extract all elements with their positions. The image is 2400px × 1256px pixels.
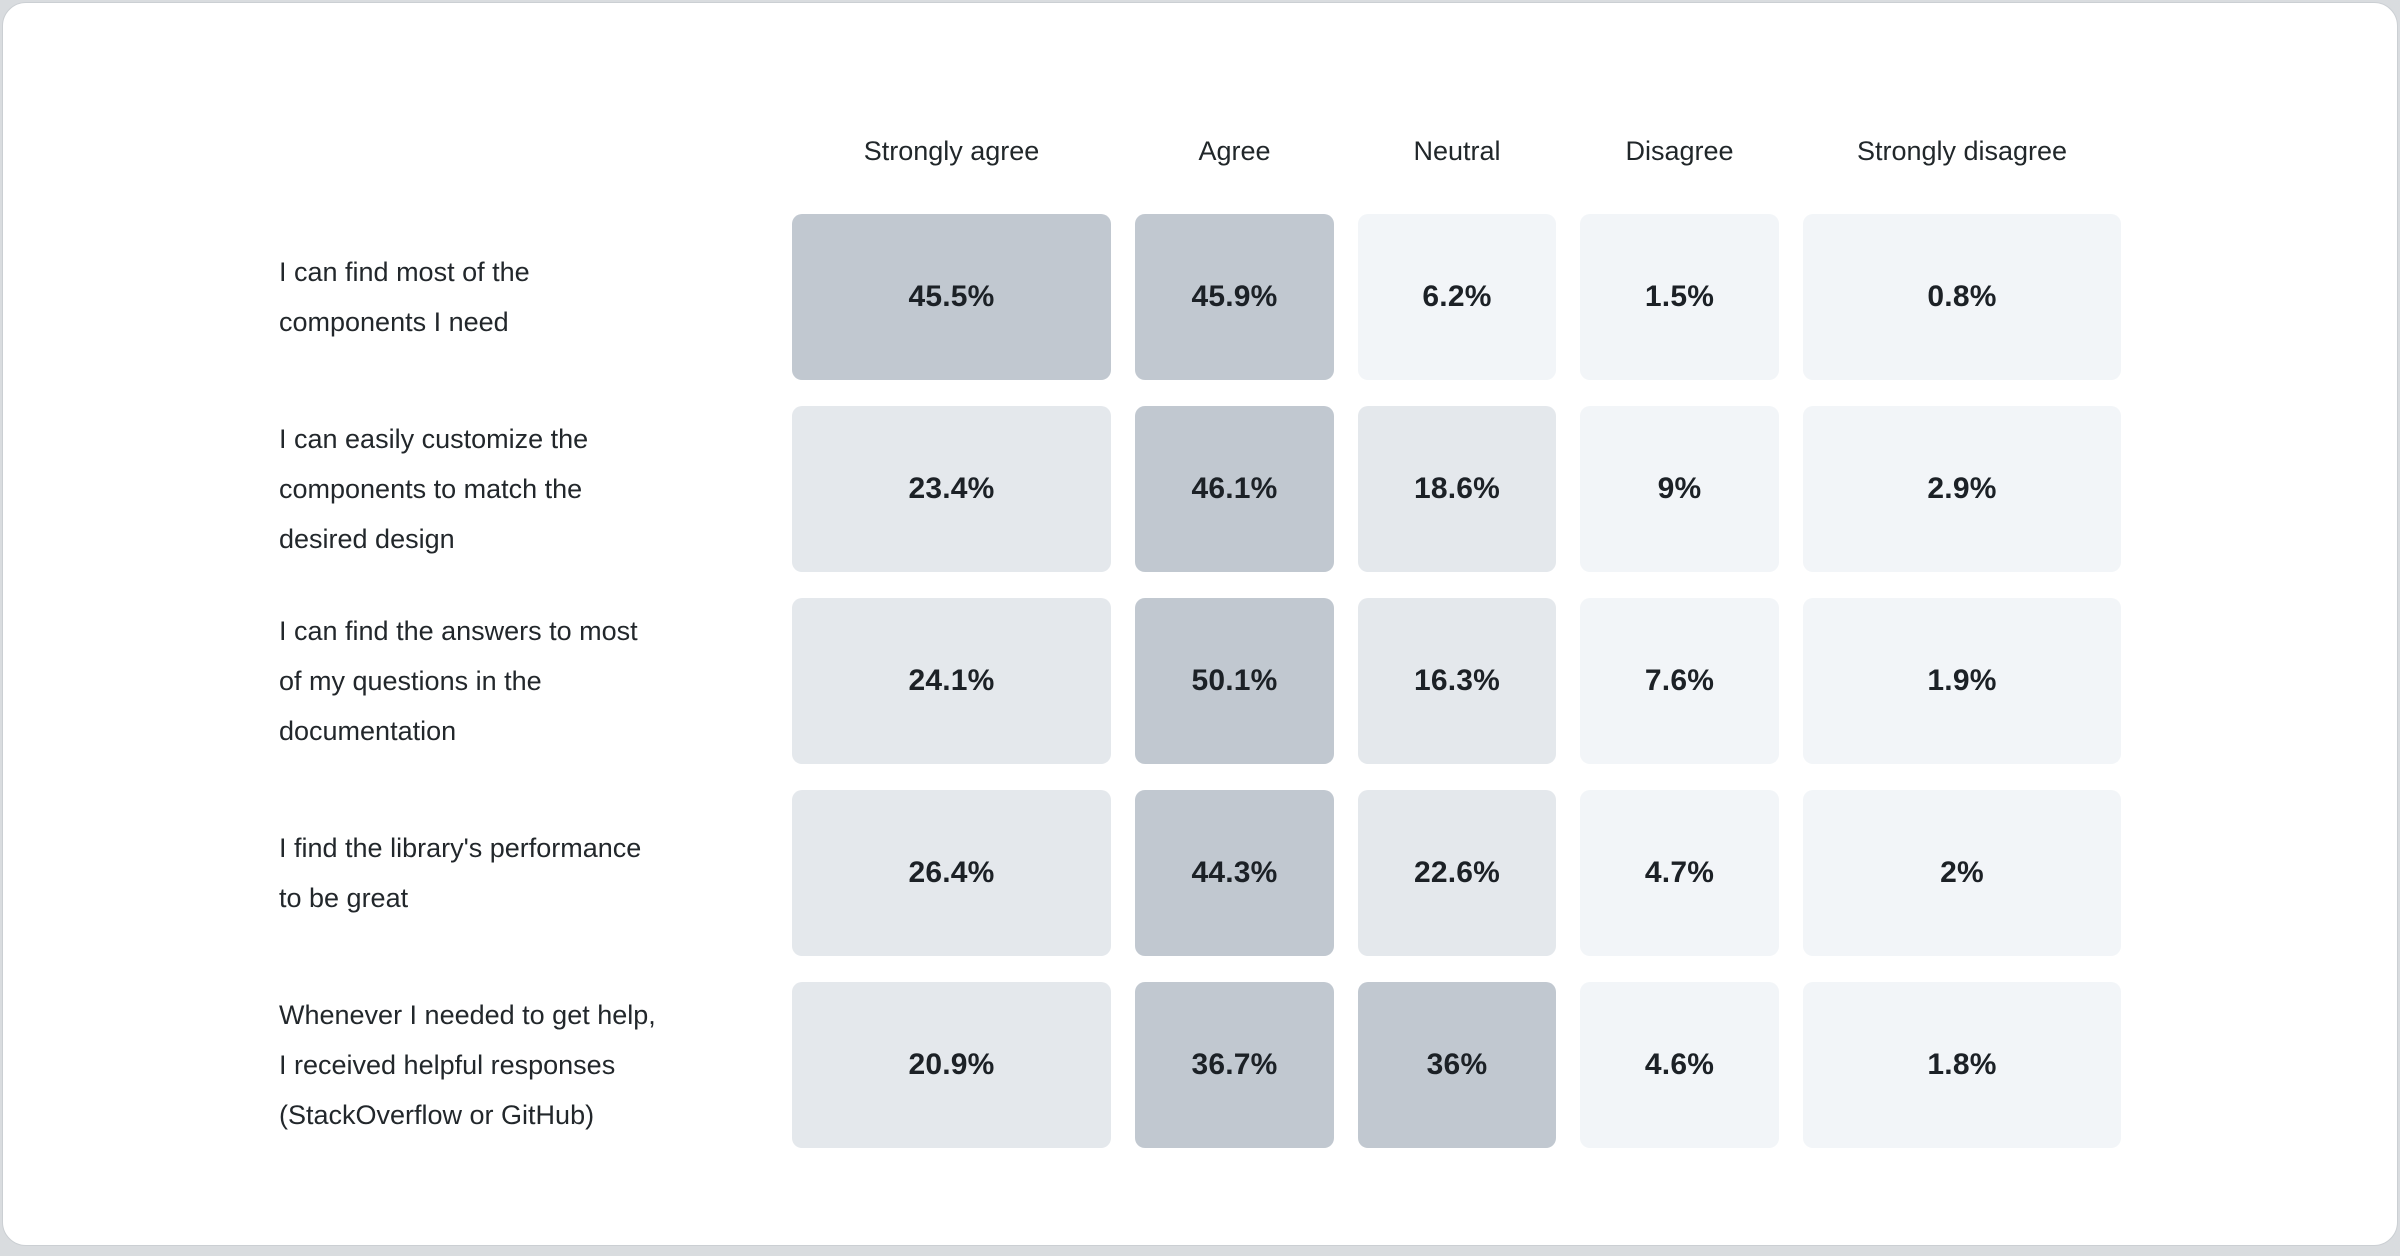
heatmap-cell-r4-strongly-agree: 26.4%	[792, 790, 1111, 956]
heatmap-corner-spacer	[279, 114, 768, 188]
heatmap-cell-r5-neutral: 36%	[1358, 982, 1556, 1148]
heatmap-cell-r2-strongly-disagree: 2.9%	[1803, 406, 2121, 572]
row-label-line: of my questions in the	[279, 666, 542, 696]
row-label-4: I find the library's performance to be gr…	[279, 790, 768, 956]
heatmap-cell-r4-disagree: 4.7%	[1580, 790, 1779, 956]
heatmap-cell-r2-neutral: 18.6%	[1358, 406, 1556, 572]
heatmap-cell-r4-strongly-disagree: 2%	[1803, 790, 2121, 956]
survey-heatmap: Strongly agree Agree Neutral Disagree Strong…	[279, 114, 2121, 1148]
heatmap-cell-r3-agree: 50.1%	[1135, 598, 1334, 764]
row-label-3: I can find the answers to most of my ques…	[279, 598, 768, 764]
row-label-2: I can easily customize the components to …	[279, 406, 768, 572]
heatmap-cell-r5-strongly-disagree: 1.8%	[1803, 982, 2121, 1148]
column-header-disagree: Disagree	[1625, 135, 1734, 166]
column-header-agree: Agree	[1198, 135, 1271, 166]
row-label-line: Whenever I needed to get help,	[279, 1000, 656, 1030]
heatmap-cell-r2-disagree: 9%	[1580, 406, 1779, 572]
heatmap-cell-r1-agree: 45.9%	[1135, 214, 1334, 380]
row-label-line: I can find the answers to most	[279, 616, 638, 646]
heatmap-cell-r1-strongly-agree: 45.5%	[792, 214, 1111, 380]
column-header-strongly-disagree: Strongly disagree	[1856, 135, 2068, 166]
row-label-line: I can find most of the	[279, 257, 530, 287]
row-label-line: I find the library's performance	[279, 833, 642, 863]
row-label-line: I can easily customize the	[279, 424, 589, 454]
heatmap-cell-r3-strongly-agree: 24.1%	[792, 598, 1111, 764]
heatmap-cell-r5-agree: 36.7%	[1135, 982, 1334, 1148]
row-label-line: documentation	[279, 716, 457, 746]
column-header-neutral: Neutral	[1413, 135, 1501, 166]
heatmap-cell-r1-disagree: 1.5%	[1580, 214, 1779, 380]
heatmap-cell-r2-agree: 46.1%	[1135, 406, 1334, 572]
row-label-line: (StackOverflow or GitHub)	[279, 1100, 595, 1130]
row-label-line: to be great	[279, 883, 409, 913]
heatmap-cell-r5-strongly-agree: 20.9%	[792, 982, 1111, 1148]
heatmap-cell-r1-strongly-disagree: 0.8%	[1803, 214, 2121, 380]
row-label-line: components to match the	[279, 474, 583, 504]
heatmap-cell-r3-disagree: 7.6%	[1580, 598, 1779, 764]
row-label-line: I received helpful responses	[279, 1050, 616, 1080]
row-label-1: I can find most of the components I need	[279, 214, 768, 380]
heatmap-cell-r5-disagree: 4.6%	[1580, 982, 1779, 1148]
column-header-strongly-agree: Strongly agree	[863, 135, 1040, 166]
heatmap-cell-r2-strongly-agree: 23.4%	[792, 406, 1111, 572]
heatmap-cell-r4-neutral: 22.6%	[1358, 790, 1556, 956]
heatmap-cell-r3-neutral: 16.3%	[1358, 598, 1556, 764]
row-label-line: desired design	[279, 524, 455, 554]
heatmap-cell-r3-strongly-disagree: 1.9%	[1803, 598, 2121, 764]
row-label-line: components I need	[279, 307, 509, 337]
row-label-5: Whenever I needed to get help, I received…	[279, 982, 768, 1148]
heatmap-cell-r1-neutral: 6.2%	[1358, 214, 1556, 380]
heatmap-cell-r4-agree: 44.3%	[1135, 790, 1334, 956]
